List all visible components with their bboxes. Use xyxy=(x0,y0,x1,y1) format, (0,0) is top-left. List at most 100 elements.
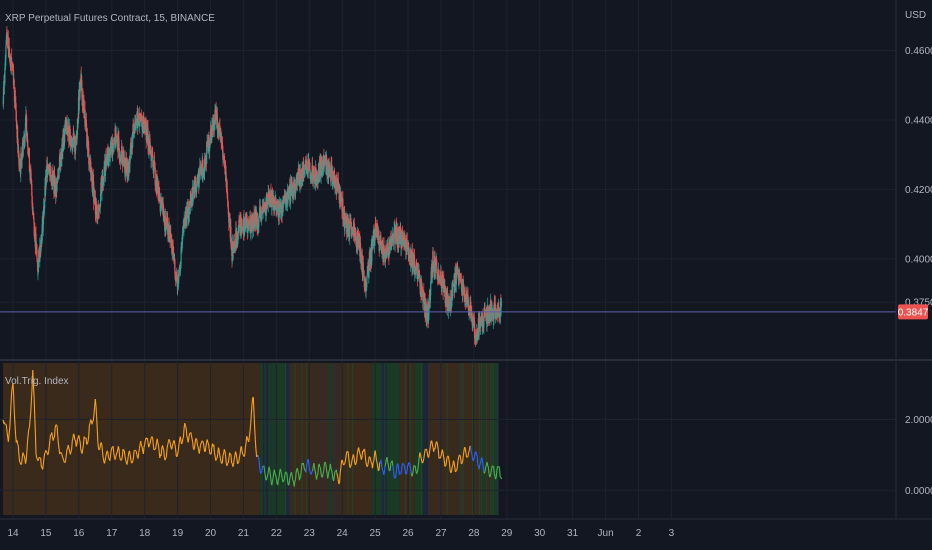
indicator-segment xyxy=(160,447,163,456)
indicator-segment xyxy=(96,429,99,443)
candle-body xyxy=(165,217,167,225)
indicator-segment xyxy=(66,448,69,450)
candle-body xyxy=(365,287,367,289)
indicator-segment xyxy=(184,425,187,429)
indicator-segment xyxy=(179,436,182,441)
candle-body xyxy=(437,274,439,280)
indicator-segment xyxy=(499,469,501,478)
indicator-segment xyxy=(377,469,380,472)
indicator-segment xyxy=(337,476,339,480)
indicator-segment xyxy=(274,473,277,476)
indicator-segment xyxy=(477,464,480,467)
indicator-segment xyxy=(389,463,392,470)
candle-body xyxy=(232,246,234,253)
indicator-segment xyxy=(177,450,179,455)
indicator-bg-band xyxy=(482,363,486,515)
indicator-segment xyxy=(131,460,134,464)
candle-body xyxy=(167,227,169,240)
candle-body xyxy=(272,193,274,207)
candle-body xyxy=(223,156,225,161)
candle-body xyxy=(374,222,376,238)
indicator-segment xyxy=(406,464,409,468)
indicator-segment xyxy=(169,440,171,445)
candle-body xyxy=(105,154,107,164)
indicator-segment xyxy=(391,460,394,466)
time-tick-label: Jun xyxy=(598,528,614,539)
indicator-segment xyxy=(442,451,445,457)
candle-body xyxy=(350,229,353,236)
indicator-segment xyxy=(437,449,440,459)
candle-body xyxy=(234,241,236,251)
indicator-bg-band xyxy=(399,363,415,515)
candle-body xyxy=(135,120,138,124)
candle-body xyxy=(448,309,450,311)
candle-body xyxy=(13,80,15,89)
indicator-segment xyxy=(48,446,50,452)
indicator-segment xyxy=(7,434,10,442)
candle-body xyxy=(21,155,23,160)
candle-body xyxy=(210,132,212,139)
indicator-segment xyxy=(427,454,430,458)
indicator-segment xyxy=(498,466,501,470)
candle-body xyxy=(38,250,40,261)
candle-body xyxy=(188,208,190,215)
candle-body xyxy=(192,190,194,201)
candle-body xyxy=(171,239,173,254)
candle-body xyxy=(278,206,280,218)
indicator-segment xyxy=(394,473,397,478)
indicator-segment xyxy=(349,466,352,469)
indicator-segment xyxy=(27,429,30,436)
candle-body xyxy=(470,311,472,319)
indicator-segment xyxy=(236,458,239,464)
indicator-segment xyxy=(369,456,372,459)
candle-body xyxy=(213,126,215,130)
candle-body xyxy=(372,231,374,240)
indicator-segment xyxy=(40,466,43,468)
indicator-segment xyxy=(451,465,454,468)
candle-body xyxy=(253,223,255,229)
candle-body xyxy=(339,186,341,198)
candle-body xyxy=(36,259,38,263)
candle-body xyxy=(202,160,204,177)
indicator-segment xyxy=(336,473,339,477)
candle-body xyxy=(45,175,47,195)
indicator-segment xyxy=(115,452,118,455)
indicator-segment xyxy=(277,477,280,481)
indicator-segment xyxy=(254,425,256,440)
indicator-segment xyxy=(389,469,391,472)
candle-body xyxy=(31,184,33,196)
indicator-segment xyxy=(216,453,219,459)
indicator-segment xyxy=(306,462,308,466)
x-axis[interactable]: 14 15 16 17 18 19 20 21 22 23 24 25 26 27 28 29 30 31 Jun 2… xyxy=(7,528,674,539)
indicator-segment xyxy=(339,467,342,473)
indicator-segment xyxy=(199,444,202,449)
candle-body xyxy=(157,182,159,190)
indicator-segment xyxy=(69,452,72,455)
candle-body xyxy=(344,220,346,223)
candle-body xyxy=(315,167,317,172)
candle-body xyxy=(165,217,167,218)
indicator-segment xyxy=(250,414,252,424)
indicator-segment xyxy=(168,438,171,442)
candle-body xyxy=(388,247,390,257)
candle-body xyxy=(375,222,377,226)
indicator-segment xyxy=(351,456,354,460)
candle-body xyxy=(335,181,337,187)
candle-body xyxy=(460,279,462,281)
indicator-bg-streak xyxy=(319,363,321,515)
candle-body xyxy=(226,181,228,195)
candle-body xyxy=(462,284,465,293)
indicator-segment xyxy=(11,387,13,392)
indicator-segment xyxy=(222,452,225,456)
indicator-segment xyxy=(42,464,44,470)
indicator-segment xyxy=(196,444,199,447)
indicator-segment xyxy=(233,455,236,459)
candle-body xyxy=(71,142,73,148)
indicator-segment xyxy=(443,460,446,467)
candle-body xyxy=(29,169,31,180)
candle-body xyxy=(2,87,5,104)
candle-body xyxy=(187,201,189,215)
